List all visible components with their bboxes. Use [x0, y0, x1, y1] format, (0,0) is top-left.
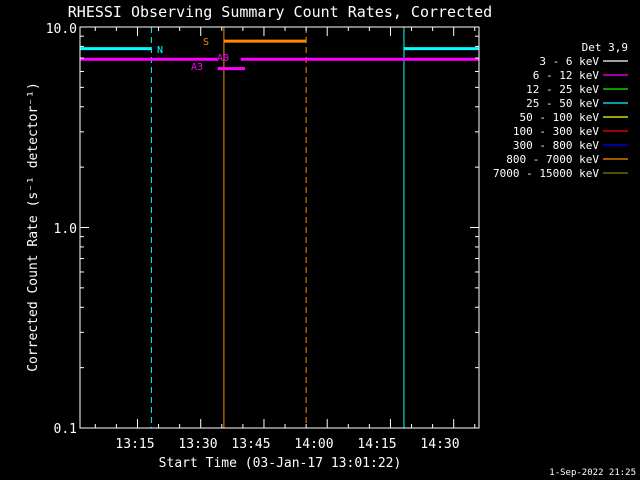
legend-label: 25 - 50 keV	[526, 97, 599, 110]
x-tick-label-1430: 14:30	[420, 437, 459, 452]
annotation-a3: A3	[191, 62, 203, 73]
legend-label: 50 - 100 keV	[520, 111, 600, 124]
y-tick-label-1: 1.0	[54, 222, 77, 237]
annotation-a0: A0	[217, 53, 229, 64]
plot-frame	[79, 26, 480, 429]
legend-label: 100 - 300 keV	[513, 125, 599, 138]
x-tick-label-1315: 13:15	[115, 437, 154, 452]
legend-label: 3 - 6 keV	[539, 55, 599, 68]
x-tick-label-1330: 13:30	[178, 437, 217, 452]
y-tick-label-10: 10.0	[46, 22, 77, 37]
y-axis-label: Corrected Count Rate (s⁻¹ detector⁻¹)	[26, 82, 41, 372]
x-tick-label-1415: 14:15	[357, 437, 396, 452]
annotation-n: N	[157, 45, 163, 56]
annotation-s: S	[203, 37, 209, 48]
legend-label: 300 - 800 keV	[513, 139, 599, 152]
footer-timestamp: 1-Sep-2022 21:25	[549, 468, 636, 478]
legend-label: 6 - 12 keV	[533, 69, 600, 82]
legend-label: 12 - 25 keV	[526, 83, 599, 96]
x-tick-label-1345: 13:45	[231, 437, 270, 452]
x-tick-label-1400: 14:00	[294, 437, 333, 452]
chart-title: RHESSI Observing Summary Count Rates, Co…	[68, 3, 492, 21]
y-tick-label-0-1: 0.1	[54, 422, 77, 437]
legend-title: Det 3,9	[582, 41, 628, 54]
legend-label: 7000 - 15000 keV	[493, 167, 599, 180]
legend-label: 800 - 7000 keV	[506, 153, 599, 166]
x-axis-label: Start Time (03-Jan-17 13:01:22)	[159, 456, 402, 471]
